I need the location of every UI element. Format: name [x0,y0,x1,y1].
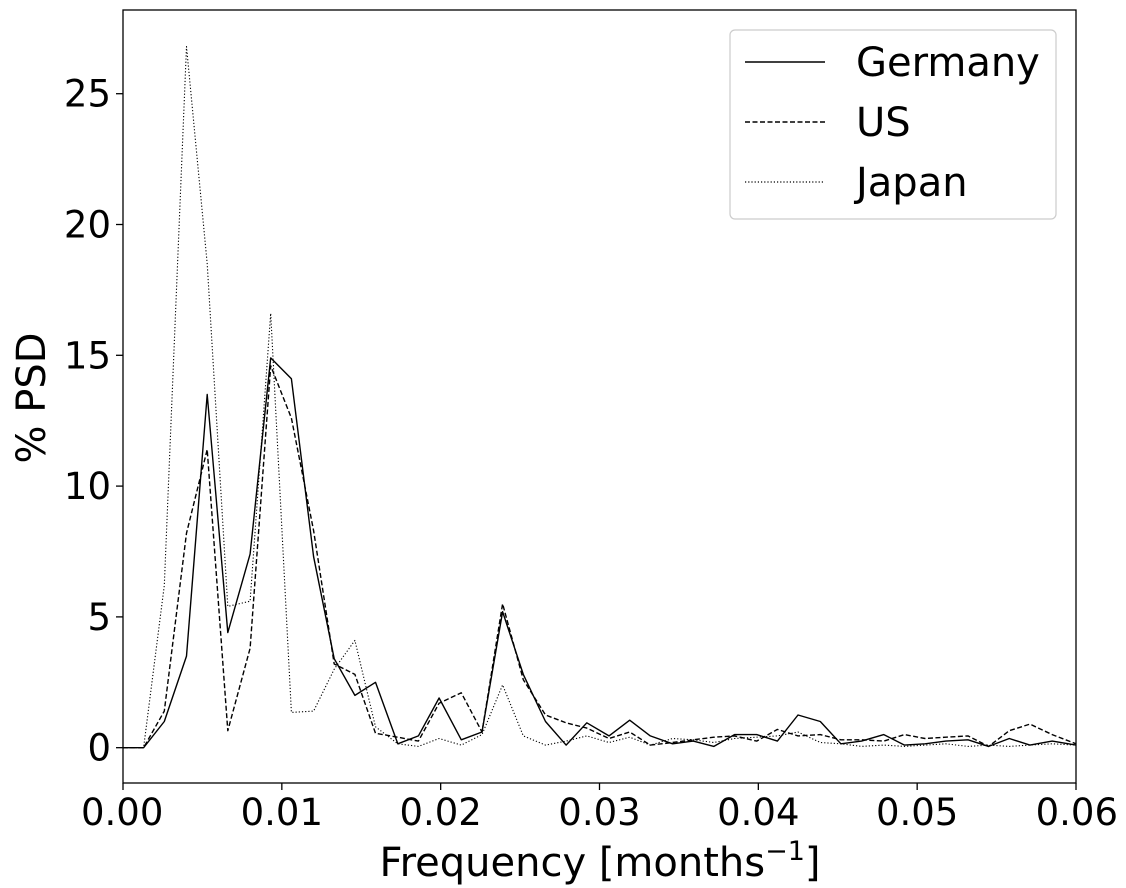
x-axis-label: Frequency [months−1] [379,836,820,886]
y-tick-label: 20 [64,204,111,247]
x-tick-label: 0.03 [558,791,640,834]
x-tick-label: 0.01 [241,791,323,834]
legend-label-japan: Japan [853,160,968,206]
x-tick-label: 0.02 [399,791,481,834]
legend: Germany US Japan [730,30,1056,219]
x-tick-label: 0.00 [81,791,163,834]
legend-label-germany: Germany [856,40,1040,86]
y-tick-label: 15 [64,334,111,377]
y-tick-label: 25 [64,73,111,116]
x-axis-label-suffix: ] [805,840,821,886]
x-tick-label: 0.04 [717,791,799,834]
x-tick-label: 0.05 [876,791,958,834]
x-axis-label-main: Frequency [months [379,840,765,886]
x-axis-label-superscript: −1 [765,836,805,867]
y-tick-label: 10 [64,465,111,508]
legend-label-us: US [856,100,911,146]
y-tick-label: 0 [87,727,111,770]
x-tick-label: 0.06 [1036,791,1118,834]
y-tick-label: 5 [87,596,111,639]
y-axis-label: % PSD [9,332,55,463]
